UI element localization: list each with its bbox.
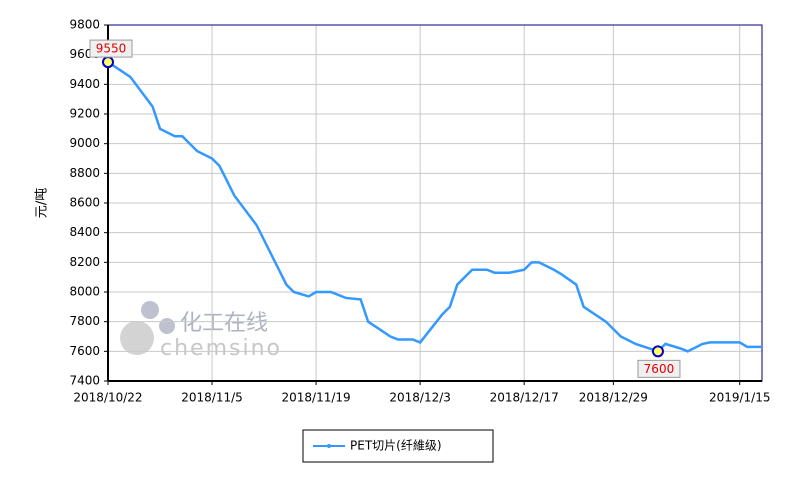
- y-tick-label: 8800: [69, 166, 100, 180]
- watermark: 化工在线 chemsino: [120, 301, 282, 361]
- y-tick-label: 9400: [69, 77, 100, 91]
- highlight-point: [651, 345, 664, 358]
- y-tick-label: 8000: [69, 285, 100, 299]
- y-tick-label: 9000: [69, 136, 100, 150]
- legend-label: PET切片(纤維级): [350, 439, 442, 453]
- highlight-point: [102, 56, 114, 69]
- annotation-label: 9550: [96, 42, 127, 56]
- y-axis-label: 元/吨: [35, 188, 50, 218]
- watermark-cn: 化工在线: [180, 311, 268, 336]
- y-tick-label: 9800: [69, 18, 100, 32]
- watermark-logo: [141, 301, 159, 319]
- annotation-box: [89, 39, 133, 58]
- x-tick-label: 2018/11/5: [181, 391, 243, 405]
- legend-swatch-dot: [327, 444, 331, 448]
- legend: PET切片(纤維级): [302, 429, 494, 463]
- watermark-logo: [120, 321, 154, 355]
- watermark-en: chemsino: [160, 336, 282, 361]
- x-tick-label: 2019/1/15: [709, 391, 771, 405]
- x-tick-label: 2018/10/22: [73, 391, 142, 405]
- y-tick-label: 7800: [69, 314, 100, 328]
- y-tick-label: 7400: [69, 374, 100, 388]
- x-tick-label: 2018/12/17: [490, 391, 559, 405]
- y-tick-label: 8400: [69, 225, 100, 239]
- watermark-logo: [159, 318, 175, 334]
- y-tick-label: 8600: [69, 196, 100, 210]
- data-line: [107, 61, 762, 353]
- y-tick-label: 7600: [69, 344, 100, 358]
- x-tick-label: 2018/12/3: [389, 391, 451, 405]
- y-tick-label: 9200: [69, 107, 100, 121]
- annotation-label: 7600: [644, 362, 675, 376]
- x-tick-label: 2018/11/19: [282, 391, 351, 405]
- annotation-box: [637, 359, 681, 378]
- y-tick-label: 8200: [69, 255, 100, 269]
- x-tick-label: 2018/12/29: [579, 391, 648, 405]
